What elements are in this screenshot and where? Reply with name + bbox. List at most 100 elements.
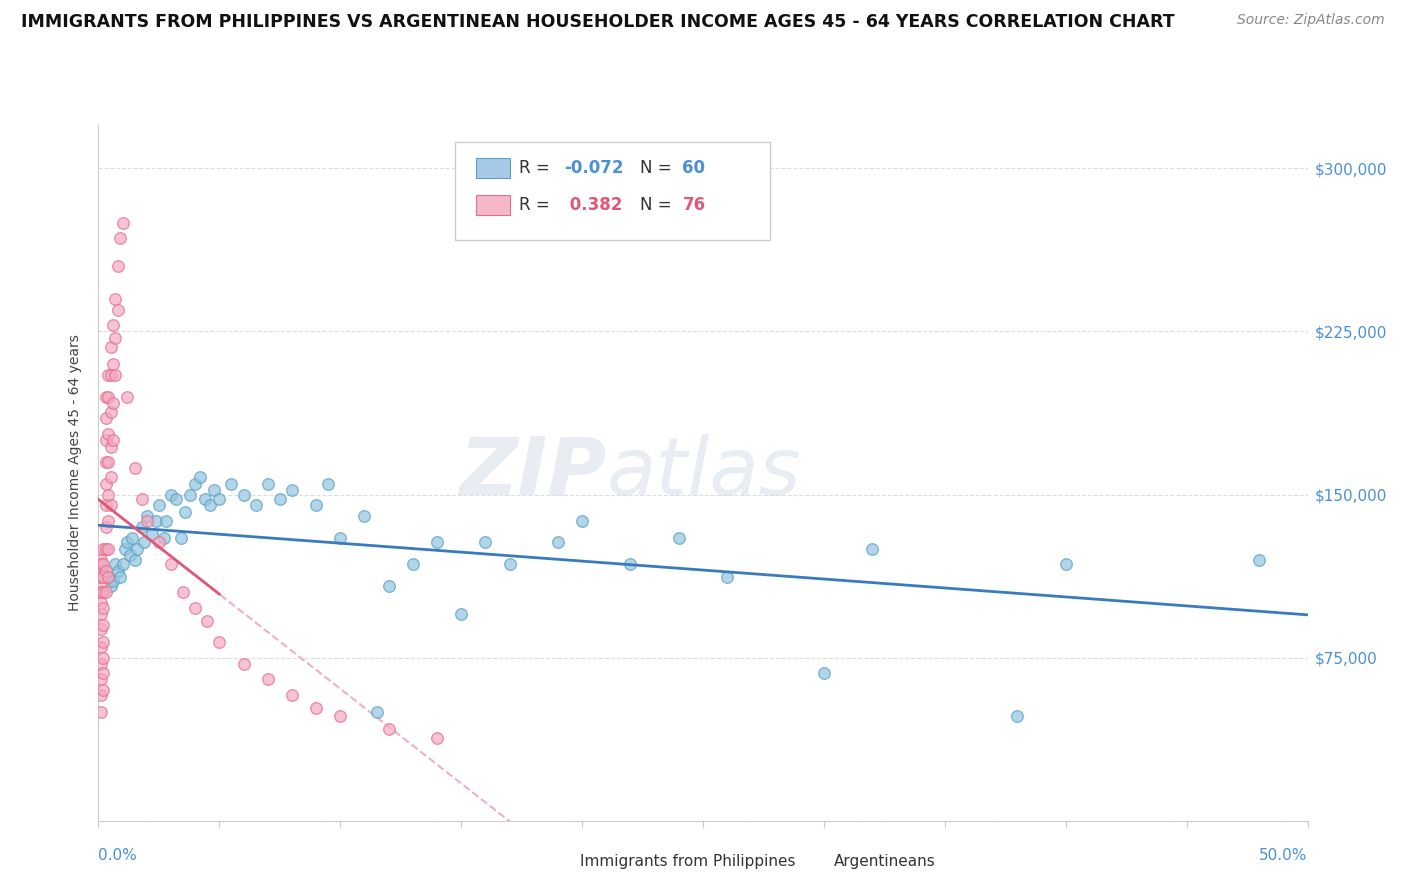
FancyBboxPatch shape [546,855,572,870]
Point [90,570,112,584]
Point [94,455,117,469]
Point [256,673,278,687]
Text: Argentineans: Argentineans [834,855,935,869]
Point [426,535,449,549]
Point [108,570,131,584]
Point [90,552,112,567]
Point [184,600,207,615]
Point [97,390,120,404]
Point [174,505,197,519]
Point [188,470,211,484]
Point [111,557,134,571]
Point [114,541,136,556]
Point [160,487,183,501]
Point [100,340,122,354]
Point [134,535,156,549]
Point [90,596,112,610]
Point [104,292,127,306]
Point [281,688,304,702]
Point [91,585,114,599]
Point [94,433,117,447]
Point [184,476,207,491]
Text: R =: R = [519,196,555,214]
Point [141,526,163,541]
Point [135,514,157,528]
Point [97,570,120,584]
Text: atlas: atlas [606,434,801,512]
Point [619,557,641,571]
Point [91,557,114,571]
Point [118,549,141,563]
Point [474,535,496,549]
Point [91,650,114,665]
FancyBboxPatch shape [475,195,509,215]
Point [366,705,388,719]
Text: N =: N = [640,196,678,214]
Text: 60: 60 [682,159,706,177]
Point [107,302,129,317]
Point [90,585,112,599]
Point [90,705,112,719]
Point [94,564,117,578]
Point [97,426,120,441]
Point [165,491,187,506]
Point [155,514,177,528]
Point [269,491,291,506]
Point [208,491,231,506]
Point [131,491,153,506]
Point [90,688,112,702]
Text: 0.0%: 0.0% [98,848,138,863]
Point [305,700,328,714]
Point [256,476,278,491]
Point [450,607,472,621]
Point [108,231,131,245]
Point [124,461,146,475]
Point [94,390,117,404]
FancyBboxPatch shape [800,855,827,870]
Point [127,541,149,556]
Point [813,665,835,680]
Point [668,531,690,545]
Point [571,514,593,528]
Point [94,499,117,513]
Point [135,509,157,524]
Point [90,607,112,621]
Point [100,405,122,419]
Point [97,570,120,584]
Point [91,541,114,556]
Point [1249,552,1271,567]
Point [101,433,124,447]
Point [426,731,449,745]
Point [107,564,129,578]
Point [716,570,738,584]
Point [117,535,139,549]
Point [91,618,114,632]
Point [94,541,117,556]
Point [104,331,127,345]
Point [100,440,122,454]
Point [498,557,520,571]
Point [353,509,375,524]
Point [547,535,569,549]
Point [221,476,243,491]
Text: Source: ZipAtlas.com: Source: ZipAtlas.com [1237,13,1385,28]
Point [97,541,120,556]
Point [90,579,112,593]
Point [94,476,117,491]
Point [100,470,122,484]
Point [329,709,352,723]
FancyBboxPatch shape [475,158,509,178]
Point [94,585,117,599]
Text: ZIP: ZIP [458,434,606,512]
Point [316,476,339,491]
Point [179,487,201,501]
Text: 76: 76 [682,196,706,214]
Point [208,635,231,649]
Point [232,657,254,671]
Point [104,368,127,382]
Point [91,635,114,649]
Point [131,520,153,534]
Point [148,499,170,513]
Point [90,557,112,571]
Point [101,318,124,332]
